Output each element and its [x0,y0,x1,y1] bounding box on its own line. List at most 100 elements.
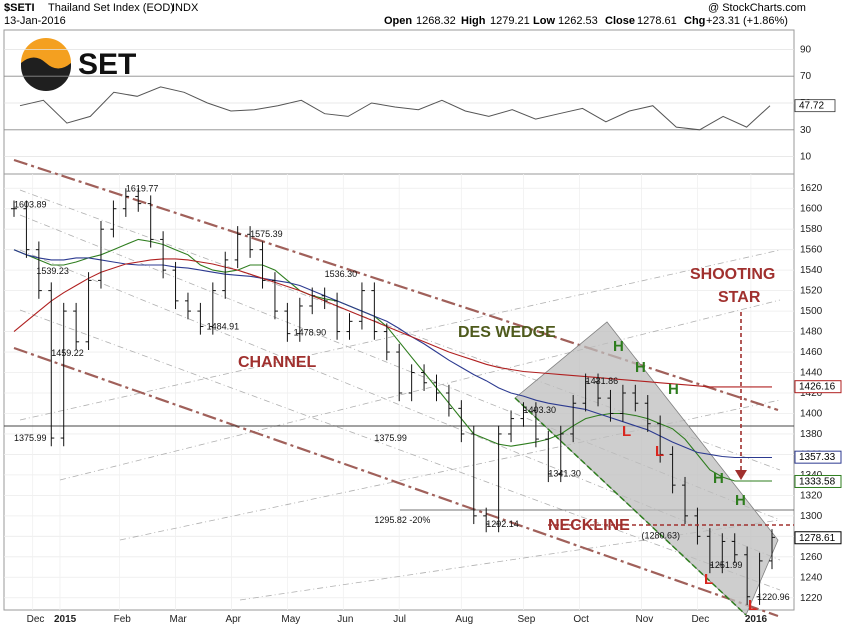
price-label: 1603.89 [14,200,47,210]
price-label: 1251.99 [710,560,743,570]
moving-averages [13,238,772,482]
rsi-panel [3,29,795,175]
value-tag: 1426.16 [799,382,836,393]
low-value: 1262.53 [558,15,598,27]
rsi-value-tag-box [794,99,836,113]
price-tick-label: 1240 [800,572,823,583]
price-tick-label: 1440 [800,368,823,379]
low-marker: L [655,443,664,460]
ma50-line [13,238,772,482]
high-marker: H [668,381,679,398]
price-series [11,188,775,605]
price-label: 1431.86 [586,376,619,386]
high-marker: H [713,470,724,487]
month-label: Apr [225,614,241,625]
value-tag-box [794,474,842,488]
low-marker: L [748,597,757,614]
value-tag: 1333.58 [799,476,836,487]
fan-line [19,309,781,591]
value-tag: 1278.61 [799,533,836,544]
price-gridlines [4,174,794,610]
price-tick-label: 1480 [800,327,823,338]
month-label: Nov [636,614,654,625]
high-marker: H [613,338,624,355]
chart-date: 13-Jan-2016 [4,15,66,27]
star-label: STAR [718,289,761,306]
price-label: 1341.30 [548,469,581,479]
price-label: 1295.82 -20% [374,515,430,525]
rsi-tick-label: 90 [800,44,812,55]
rsi-tick-label: 10 [800,152,812,163]
month-label: 2015 [54,614,77,625]
price-label: 1478.90 [294,328,327,338]
close-label: Close [605,15,635,27]
close-value: 1278.61 [637,15,677,27]
price-label: 1403.30 [523,405,556,415]
price-tick-label: 1460 [800,347,823,358]
instrument-name: Thailand Set Index (EOD) [48,2,174,14]
price-tick-label: 1540 [800,265,823,276]
month-label: Oct [573,614,589,625]
logo-text: SET [78,48,136,81]
low-marker: L [622,423,631,440]
price-label: 1539.23 [36,266,69,276]
month-label: Sep [517,614,535,625]
price-label: 1292.14 [486,519,519,529]
price-label: 1484.91 [207,322,240,332]
wedge-lower-line [514,397,747,616]
price-label: 1220.96 [757,592,790,602]
des-wedge-label: DES WEDGE [458,324,556,341]
price-label: (1280.63) [642,531,681,541]
month-label: Feb [114,614,132,625]
price-tick-label: 1220 [800,593,823,604]
set-logo: SET [21,38,136,91]
price-tick-label: 1600 [800,204,823,215]
open-value: 1268.32 [416,15,456,27]
exchange: INDX [172,2,199,14]
price-labels: 1603.89 1619.77 1539.23 1459.22 1575.39 1484.… [14,183,790,601]
rsi-gridlines [4,49,794,158]
fan-line [19,189,781,471]
price-tick-label: 1300 [800,511,823,522]
price-label: 1459.22 [51,348,84,358]
ma150-line [13,249,772,459]
price-tick-label: 1260 [800,552,823,563]
month-label: May [281,614,300,625]
shooting-label: SHOOTING [690,266,775,283]
ma200-line [13,258,772,388]
month-labels: Dec 2015 Feb Mar Apr May Jun Jul Aug Sep Oct Nov Dec… [27,614,768,625]
right-axis-tags: 1426.16 1357.33 1333.58 1278.61 [794,380,842,545]
price-tick-label: 1620 [800,183,823,194]
low-marker: L [704,571,713,588]
rsi-value-tag: 47.72 [799,101,824,112]
chart-header: $SETI Thailand Set Index (EOD) INDX 13-J… [4,2,806,27]
price-tick-label: 1380 [800,429,823,440]
stockcharts-watermark: @ StockCharts.com [708,2,806,14]
rsi-current-tag: 47.72 [794,99,836,113]
channel-lower-line [13,346,779,618]
price-tick-label: 1560 [800,245,823,256]
month-label: Mar [170,614,188,625]
price-label: 1375.99 [14,433,47,443]
rsi-series [19,86,771,131]
value-tag-box [794,531,842,545]
price-label: 1375.99 [374,433,407,443]
chg-value: +23.31 (+1.86%) [706,15,788,27]
price-tick-label: 1500 [800,306,823,317]
rsi-line [19,86,771,131]
price-label: 1619.77 [126,183,159,193]
open-label: Open [384,15,412,27]
channel-upper-line [13,158,779,412]
channel-label: CHANNEL [238,354,316,371]
price-tick-label: 1320 [800,490,823,501]
high-value: 1279.21 [490,15,530,27]
neckline-label: NECKLINE [548,517,630,534]
value-tag-box [794,380,842,394]
month-label: 2016 [745,614,768,625]
price-tick-label: 1520 [800,286,823,297]
chg-label: Chg [684,15,705,27]
month-label: Jun [337,614,353,625]
high-marker: H [735,492,746,509]
high-label: High [461,15,486,27]
